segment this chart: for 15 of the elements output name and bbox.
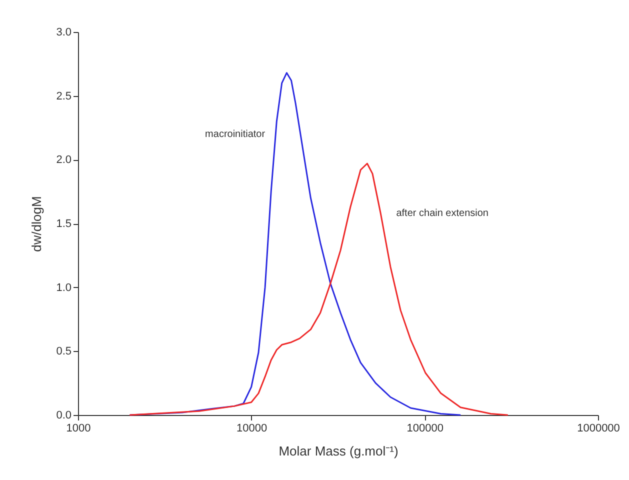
y-axis-title: dw/dlogM: [29, 196, 44, 252]
y-tick-label: 1.0: [56, 282, 72, 294]
annotation: macroinitiator: [205, 128, 266, 140]
annotation: after chain extension: [396, 208, 488, 220]
y-tick-label: 1.5: [56, 218, 72, 230]
x-tick-label: 100000: [406, 422, 444, 434]
y-tick-label: 2.5: [56, 90, 72, 102]
x-axis-title: Molar Mass (g.mol⁻¹): [278, 444, 398, 458]
x-tick-label: 1000: [66, 422, 91, 434]
y-tick-label: 0.0: [56, 410, 72, 422]
y-tick-label: 2.0: [56, 154, 72, 166]
y-tick-label: 3.0: [56, 26, 72, 38]
y-tick-label: 0.5: [56, 346, 72, 358]
x-tick-label: 1000000: [577, 422, 620, 434]
x-tick-label: 10000: [236, 422, 268, 434]
